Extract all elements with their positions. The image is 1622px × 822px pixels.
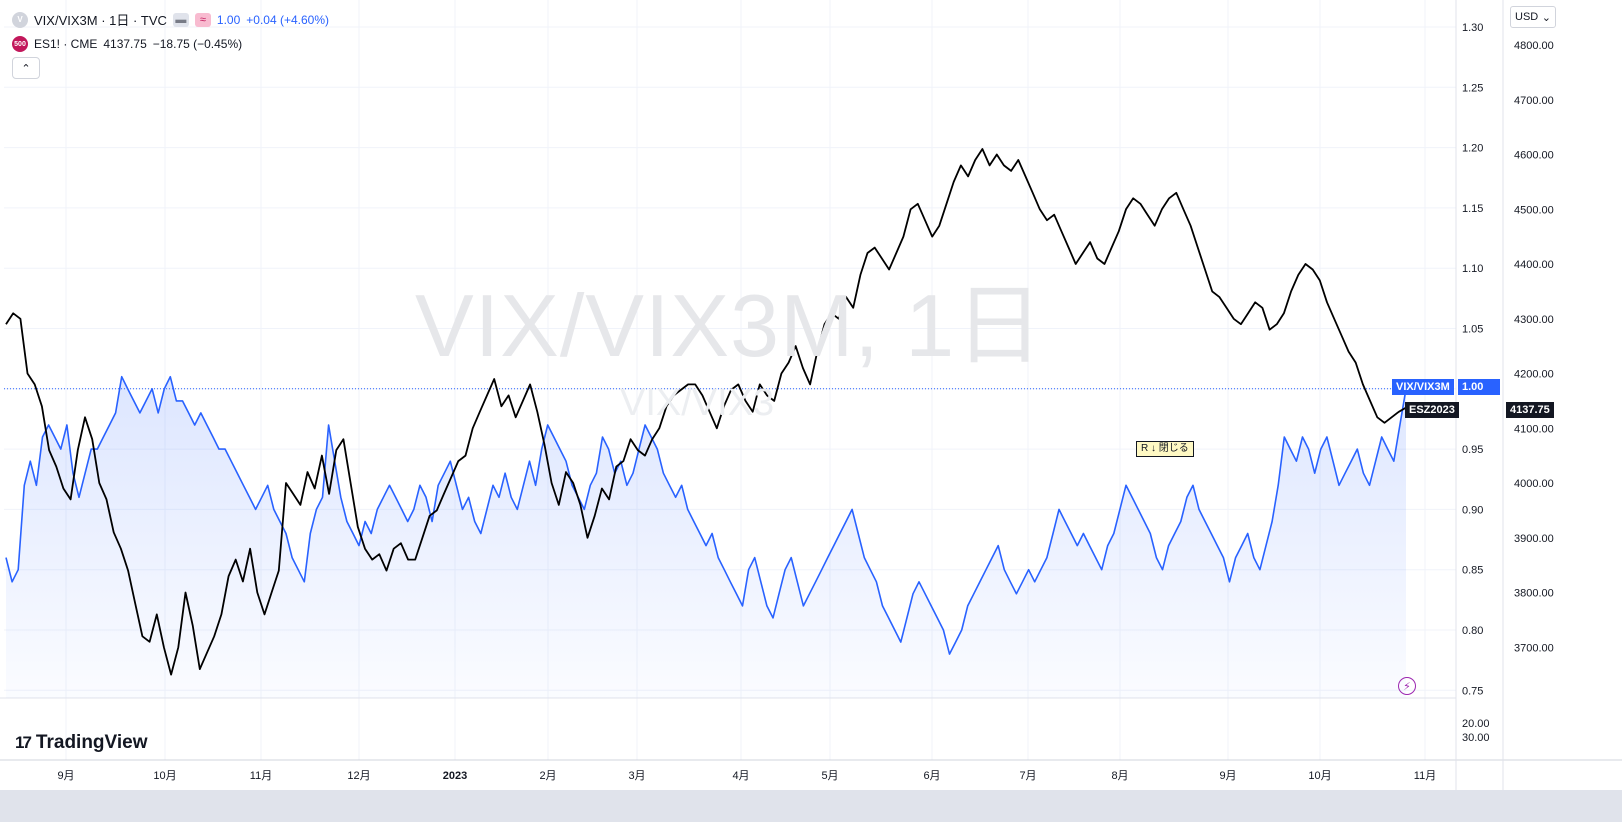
vix-symbol-icon: V bbox=[12, 11, 28, 28]
compare-series-value: 4137.75 bbox=[103, 37, 147, 51]
x-axis-tick-label: 9月 bbox=[57, 770, 74, 782]
x-axis-tick-label: 2月 bbox=[539, 770, 556, 782]
chevron-down-icon: ⌄ bbox=[1541, 11, 1551, 24]
x-axis-tick-label: 4月 bbox=[732, 770, 749, 782]
bottom-toolbar-strip bbox=[0, 790, 1622, 822]
x-axis-tick-label: 3月 bbox=[628, 770, 645, 782]
vix-series-line bbox=[5, 375, 1407, 655]
brand-name: TradingView bbox=[35, 732, 148, 753]
right-axis-tick-label: 4200.00 bbox=[1514, 369, 1554, 381]
x-axis-tick-label: 8月 bbox=[1111, 770, 1128, 782]
main-series-legend[interactable]: V VIX/VIX3M · 1日 · TVC ▬ ≈ 1.00 +0.04 (+… bbox=[12, 10, 329, 29]
minus-icon[interactable]: ▬ bbox=[172, 12, 189, 27]
right-axis-tick-label: 4500.00 bbox=[1514, 204, 1554, 216]
x-axis-tick-label: 11月 bbox=[250, 770, 272, 782]
right-axis-tick-label: 4100.00 bbox=[1514, 423, 1554, 435]
right-axis-tick-label: 4800.00 bbox=[1514, 40, 1554, 52]
vix-area-fill bbox=[6, 376, 1406, 698]
x-axis-tick-label: 11月 bbox=[1414, 770, 1436, 782]
compare-series-legend[interactable]: 500 ES1! · CME 4137.75 −18.75 (−0.45%) bbox=[12, 36, 242, 52]
right-axis-tick-label: 4300.00 bbox=[1514, 314, 1554, 326]
left-axis-tick-label: 1.25 bbox=[1462, 82, 1483, 94]
tradingview-mark-icon: 17 bbox=[15, 733, 32, 752]
right-axis-tick-label: 3700.00 bbox=[1514, 642, 1554, 654]
currency-selector[interactable]: USD ⌄ bbox=[1510, 6, 1556, 28]
collapse-legend-button[interactable]: ⌃ bbox=[12, 57, 40, 79]
es-symbol-icon: 500 bbox=[12, 36, 28, 52]
x-axis-tick-label: 5月 bbox=[821, 770, 838, 782]
compare-series-title[interactable]: ES1! · CME bbox=[34, 37, 98, 51]
vix-name-label: VIX/VIX3M bbox=[1392, 379, 1454, 395]
x-axis-tick-label: 9月 bbox=[1219, 770, 1236, 782]
close-tag[interactable]: R ↓ 閉じる bbox=[1136, 441, 1194, 457]
compare-icon[interactable]: ≈ bbox=[194, 12, 211, 27]
vix-value-label: 1.00 bbox=[1458, 379, 1500, 395]
lightning-icon[interactable]: ⚡ bbox=[1398, 677, 1416, 695]
left-axis-tick-label: 0.75 bbox=[1462, 685, 1483, 697]
lower-pane-tick-label: 30.00 bbox=[1462, 732, 1490, 744]
main-series-value: 1.00 bbox=[216, 12, 241, 27]
tradingview-logo[interactable]: 17 TradingView bbox=[15, 732, 148, 754]
right-axis-tick-label: 3800.00 bbox=[1514, 588, 1554, 600]
compare-series-change: −18.75 (−0.45%) bbox=[152, 37, 243, 51]
right-axis-tick-label: 4700.00 bbox=[1514, 95, 1554, 107]
es-value-label: 4137.75 bbox=[1506, 402, 1554, 418]
x-axis-tick-label: 10月 bbox=[1308, 770, 1331, 782]
chevron-up-icon: ⌃ bbox=[21, 62, 31, 75]
left-axis-tick-label: 0.85 bbox=[1462, 565, 1483, 577]
es-name-label: ESZ2023 bbox=[1405, 402, 1459, 418]
left-axis-tick-label: 1.20 bbox=[1462, 143, 1483, 155]
left-axis-tick-label: 1.30 bbox=[1462, 22, 1483, 34]
x-axis-tick-label: 12月 bbox=[347, 770, 370, 782]
x-axis-tick-label: 6月 bbox=[923, 770, 940, 782]
right-axis-tick-label: 4000.00 bbox=[1514, 478, 1554, 490]
right-axis-tick-label: 3900.00 bbox=[1514, 533, 1554, 545]
left-axis-tick-label: 1.15 bbox=[1462, 203, 1483, 215]
symbol-watermark-small: VIX/VIX3 bbox=[620, 382, 775, 424]
x-axis-tick-label: 7月 bbox=[1019, 770, 1036, 782]
left-axis-tick-label: 0.80 bbox=[1462, 625, 1483, 637]
left-axis-tick-label: 0.95 bbox=[1462, 444, 1483, 456]
left-axis-tick-label: 0.90 bbox=[1462, 504, 1483, 516]
x-axis-tick-label: 2023 bbox=[443, 770, 467, 782]
main-series-title[interactable]: VIX/VIX3M · 1日 · TVC bbox=[34, 13, 167, 28]
x-axis-tick-label: 10月 bbox=[153, 770, 176, 782]
symbol-watermark: VIX/VIX3M, 1日 bbox=[415, 276, 1045, 375]
left-axis-tick-label: 1.05 bbox=[1462, 324, 1483, 336]
lower-pane-tick-label: 20.00 bbox=[1462, 718, 1490, 730]
es-series-line bbox=[5, 148, 1407, 676]
right-axis-tick-label: 4600.00 bbox=[1514, 150, 1554, 162]
currency-label: USD bbox=[1515, 11, 1539, 23]
right-axis-tick-label: 4400.00 bbox=[1514, 259, 1554, 271]
main-series-change: +0.04 (+4.60%) bbox=[246, 12, 330, 27]
left-axis-tick-label: 1.10 bbox=[1462, 263, 1483, 275]
